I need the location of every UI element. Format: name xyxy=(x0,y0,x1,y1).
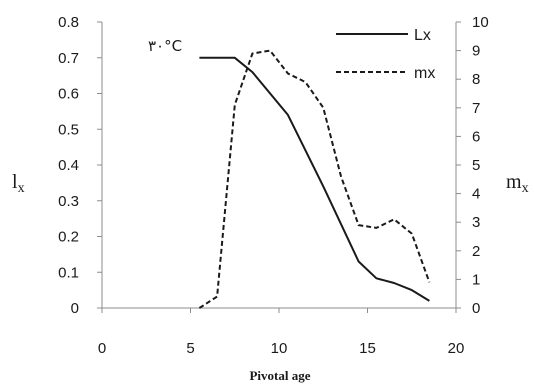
right-y-tick-label: 5 xyxy=(472,157,480,174)
left-y-tick-label: 0.7 xyxy=(58,50,79,67)
left-y-tick-label: 0.2 xyxy=(58,229,79,246)
left-y-tick-label: 0.5 xyxy=(58,121,79,138)
chart-axes: 0 5 10 15 20 0 0.1 0.2 0.3 0.4 0.5 0.6 0.7 0.8 0 1 2 3 4 5 6… xyxy=(58,14,489,357)
x-axis-label: Pivotal age xyxy=(249,368,310,383)
left-axis-label-main: l xyxy=(12,171,18,193)
right-axis-label-sub: x xyxy=(522,181,529,196)
right-axis-label: mx xyxy=(506,171,529,196)
left-y-tick-label: 0.3 xyxy=(58,193,79,210)
left-y-tick-label: 0.8 xyxy=(58,14,79,31)
series-line-mx xyxy=(198,49,431,309)
right-y-tick-label: 7 xyxy=(472,100,480,117)
left-y-tick-label: 0.6 xyxy=(58,86,79,103)
right-y-tick-label: 0 xyxy=(472,300,480,317)
x-tick-label: 5 xyxy=(186,340,194,357)
chart-labels: ۳۰°C Pivotal age lx mx xyxy=(12,37,529,383)
left-y-tick-label: 0.1 xyxy=(58,264,79,281)
right-y-tick-label: 1 xyxy=(472,271,480,288)
right-y-tick-label: 6 xyxy=(472,128,480,145)
right-y-tick-label: 9 xyxy=(472,43,480,60)
legend-label-mx: mx xyxy=(414,65,435,82)
x-tick-label: 10 xyxy=(271,340,288,357)
x-tick-label: 20 xyxy=(448,340,465,357)
right-y-tick-label: 10 xyxy=(472,14,489,31)
legend: Lx mx xyxy=(336,27,435,82)
left-y-tick-label: 0.4 xyxy=(58,157,79,174)
legend-label-lx: Lx xyxy=(414,27,431,44)
x-tick-label: 15 xyxy=(359,340,376,357)
left-axis-label-sub: x xyxy=(18,181,25,196)
left-axis-label: lx xyxy=(12,171,25,196)
chart-series xyxy=(198,49,431,309)
right-y-tick-label: 3 xyxy=(472,214,480,231)
left-y-tick-label: 0 xyxy=(71,300,79,317)
x-tick-label: 0 xyxy=(98,340,106,357)
right-axis-label-main: m xyxy=(506,171,522,193)
series-line-lx xyxy=(199,56,430,302)
temperature-annotation: ۳۰°C xyxy=(148,37,182,55)
right-y-tick-label: 2 xyxy=(472,243,480,260)
right-y-tick-label: 8 xyxy=(472,71,480,88)
right-y-tick-label: 4 xyxy=(472,186,480,203)
